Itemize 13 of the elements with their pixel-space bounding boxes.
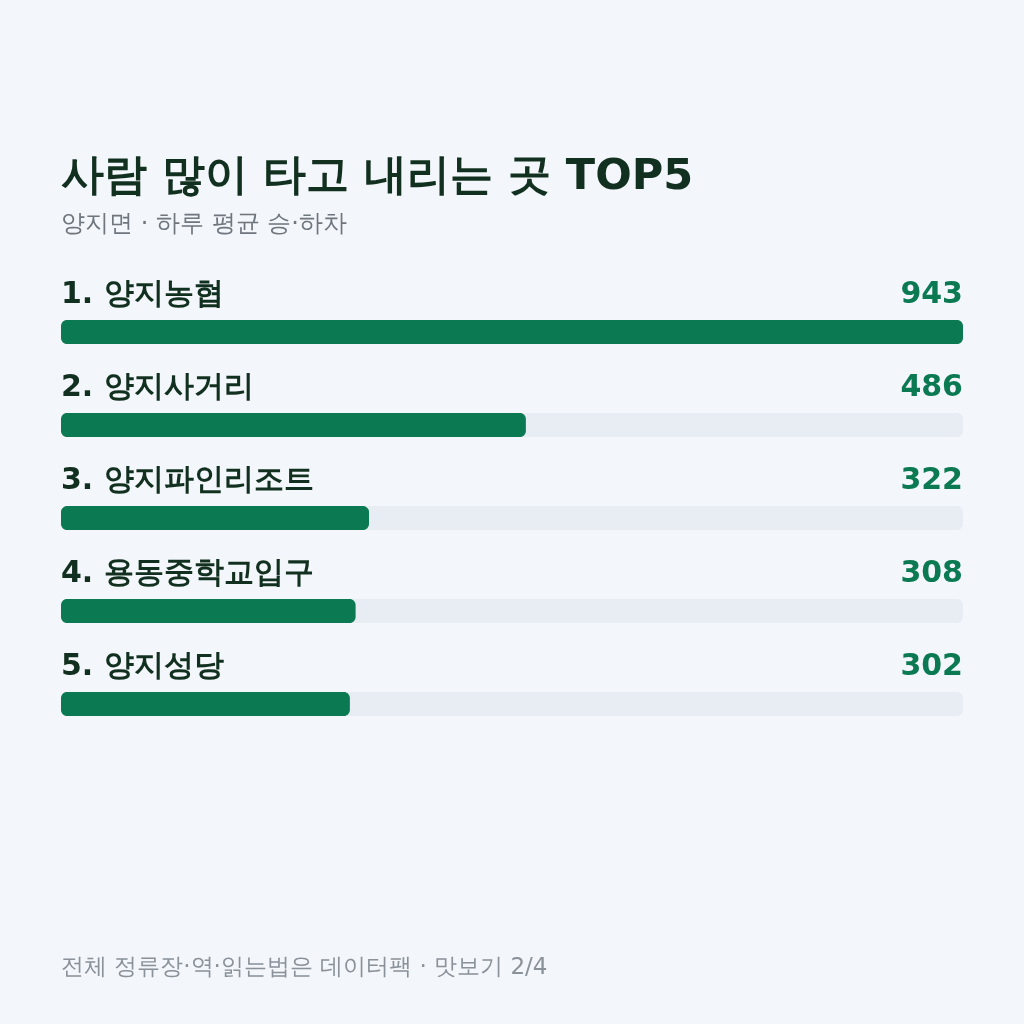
data-label: 302 xyxy=(900,647,963,682)
y-tick-label: 2. 양지사거리 xyxy=(61,368,254,403)
y-tick-label: 1. 양지농협 xyxy=(61,275,224,310)
y-tick-label: 4. 용동중학교입구 xyxy=(61,554,314,589)
data-label: 486 xyxy=(900,368,963,403)
text: 전체 정류장·역·읽는법은 데이터팩 · 맛보기 2/4 xyxy=(61,953,548,979)
chart-subtitle: 양지면 · 하루 평균 승·하차 xyxy=(61,209,347,237)
data-label: 308 xyxy=(900,554,963,589)
data-label: 943 xyxy=(900,275,963,310)
y-tick-label: 5. 양지성당 xyxy=(61,647,224,682)
y-tick-label: 3. 양지파인리조트 xyxy=(61,461,314,496)
data-label: 322 xyxy=(900,461,963,496)
chart-title: 사람 많이 타고 내리는 곳 TOP5 xyxy=(61,149,694,199)
